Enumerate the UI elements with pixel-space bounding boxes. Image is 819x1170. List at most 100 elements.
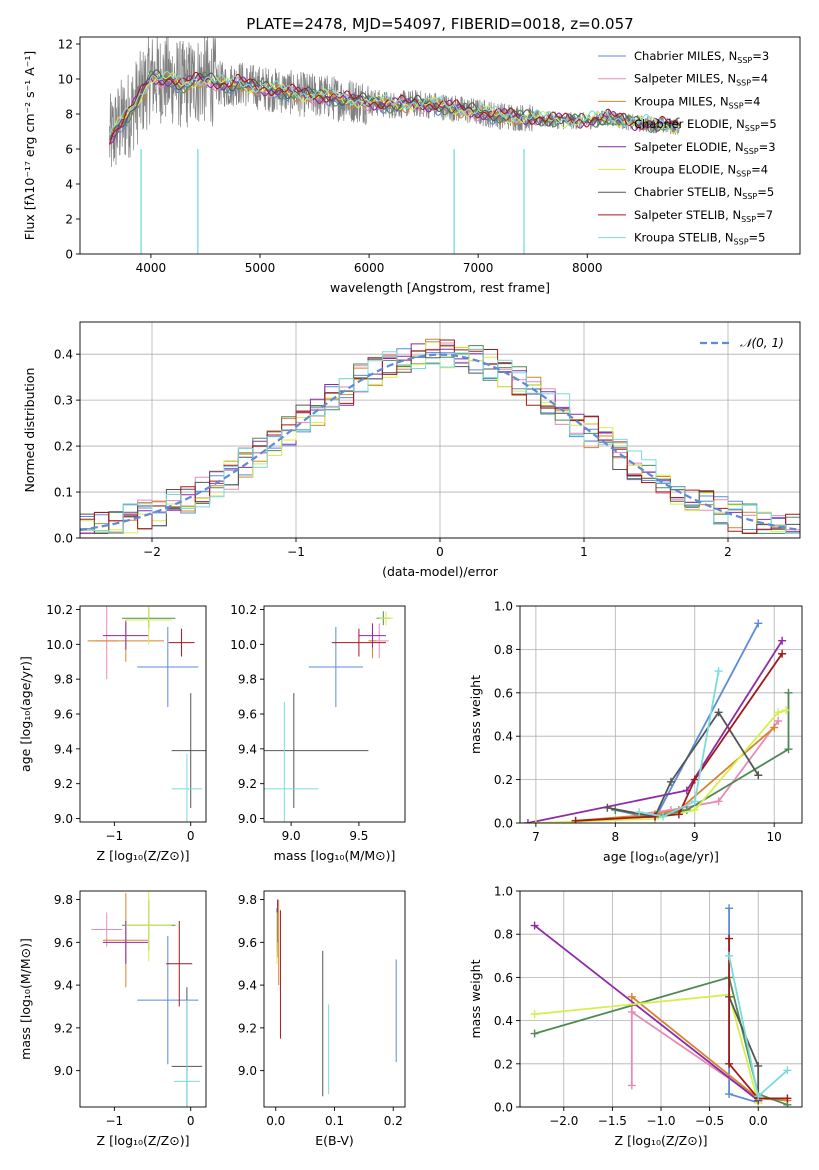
x-tick-label: −1.0 (646, 1114, 675, 1128)
model-spectrum-line (108, 70, 680, 136)
legend-label: Salpeter MILES, NSSP=4 (634, 72, 768, 88)
data-point-marker (666, 777, 675, 786)
y-tick-label: 9.2 (238, 777, 257, 791)
y-tick-label: 0.4 (494, 1014, 513, 1028)
mass-weight-line (534, 993, 760, 1103)
data-point-marker (778, 636, 787, 645)
data-point-marker (774, 708, 783, 717)
y-tick-label: 0.1 (54, 486, 73, 500)
data-point-marker (690, 775, 699, 784)
data-point-marker (651, 812, 660, 821)
y-tick-label: 9.2 (54, 1021, 73, 1035)
plot-area (264, 611, 393, 822)
data-point-marker (674, 810, 683, 819)
model-spectrum-line (109, 75, 680, 145)
y-tick-label: 8 (65, 108, 73, 122)
legend-count: =4 (744, 94, 761, 108)
y-tick-label: 9.0 (54, 1064, 73, 1078)
x-axis-label: (data-model)/error (382, 564, 499, 579)
x-tick-label: −2.0 (549, 1114, 578, 1128)
y-tick-label: 9.4 (54, 979, 73, 993)
y-axis-label: mass weight (468, 675, 483, 754)
y-tick-label: 0.4 (494, 730, 513, 744)
x-axis-label: mass [log₁₀(M/M⊙)] (274, 848, 396, 863)
y-tick-label: 9.8 (54, 673, 73, 687)
y-tick-label: 9.0 (54, 812, 73, 826)
legend-subscript: SSP (742, 192, 757, 201)
y-tick-label: 0.8 (494, 643, 513, 657)
x-axis-label: wavelength [Angstrom, rest frame] (330, 280, 550, 295)
legend-subscript: SSP (729, 101, 744, 110)
data-point-marker (714, 797, 723, 806)
y-tick-label: 0.0 (494, 1101, 513, 1115)
y-tick-label: 9.6 (54, 936, 73, 950)
y-axis-label: Flux [fλ10⁻¹⁷ erg cm⁻² s⁻¹ A⁻¹] (22, 51, 37, 240)
data-point-marker (774, 717, 783, 726)
data-point-marker (714, 667, 723, 676)
axes-frame (79, 36, 801, 255)
y-tick-label: 9.6 (238, 708, 257, 722)
data-point-marker (783, 1094, 792, 1103)
data-point-marker (530, 1029, 539, 1038)
axes-frame (79, 890, 207, 1108)
data-point-marker (690, 797, 699, 806)
data-point-marker (725, 1090, 734, 1099)
data-point-marker (603, 803, 612, 812)
x-axis-label: age [log₁₀(age/yr)] (603, 849, 719, 864)
mass-weight-line (575, 726, 775, 822)
x-tick-label: 4000 (136, 261, 167, 275)
y-tick-label: 10 (58, 73, 73, 87)
mass-vs-metallicity-panel: −1 0 9.0 9.2 9.4 9.6 9.8 Z [log₁₀(Z/Z⊙)] mass [l… (18, 890, 207, 1148)
y-tick-label: 9.8 (238, 673, 257, 687)
x-tick-label: 10 (767, 830, 782, 844)
x-tick-label: 0.2 (384, 1114, 403, 1128)
data-point-marker (783, 1066, 792, 1075)
y-tick-label: 9.6 (238, 936, 257, 950)
y-axis-label: Normed distribution (22, 368, 37, 493)
data-point-marker (571, 816, 580, 823)
y-tick-label: 0.2 (494, 773, 513, 787)
residual-histogram-panel: −2 −1 0 1 2 0.0 0.1 0.2 0.3 0.4 (data-model)/error… (22, 321, 801, 579)
data-point-marker (782, 706, 791, 715)
x-tick-label: −1.5 (598, 1114, 627, 1128)
data-point-marker (725, 1059, 734, 1068)
mass-vs-ebv-panel: 0.0 0.1 0.2 9.0 9.2 9.4 9.6 9.8 E(B-V) (238, 890, 406, 1148)
plot-area (108, 37, 681, 254)
y-tick-label: 10.2 (230, 603, 257, 617)
data-point-marker (635, 808, 644, 817)
y-tick-label: 9.2 (238, 1021, 257, 1035)
data-point-marker (784, 688, 793, 697)
mass-weight-line (534, 924, 759, 1102)
x-tick-label: 0 (436, 545, 444, 559)
x-tick-label: −1 (287, 545, 305, 559)
legend-subscript: SSP (734, 238, 749, 247)
data-point-marker (754, 771, 763, 780)
x-tick-label: 9 (691, 830, 699, 844)
legend-label: Chabrier MILES, NSSP=3 (634, 49, 769, 65)
y-tick-label: 9.4 (238, 979, 257, 993)
x-tick-label: 2 (724, 545, 732, 559)
y-axis-label: age [log₁₀(age/yr)] (18, 656, 33, 772)
y-tick-label: 0.4 (54, 348, 73, 362)
y-tick-label: 9.4 (238, 742, 257, 756)
data-point-marker (770, 723, 779, 732)
legend-label: Kroupa MILES, NSSP=4 (634, 94, 760, 110)
y-tick-label: 0.6 (494, 971, 513, 985)
y-tick-label: 9.8 (238, 893, 257, 907)
x-tick-label: −1 (106, 829, 124, 843)
y-tick-label: 10.2 (46, 603, 73, 617)
legend-label: Kroupa STELIB, NSSP=5 (634, 231, 765, 247)
legend-label: 𝒩(0, 1) (740, 336, 784, 350)
x-tick-label: 5000 (245, 261, 276, 275)
y-tick-label: 0.0 (494, 817, 513, 831)
legend-subscript: SSP (741, 215, 756, 224)
legend-count: =4 (751, 163, 768, 177)
y-tick-label: 0.0 (54, 532, 73, 546)
y-axis-label: mass [log₁₀(M/M⊙)] (18, 938, 33, 1060)
data-point-marker (530, 921, 539, 930)
histogram-step-line (80, 339, 800, 534)
histogram-step-line (80, 348, 800, 534)
y-tick-label: 0.3 (54, 394, 73, 408)
data-point-marker (725, 934, 734, 943)
